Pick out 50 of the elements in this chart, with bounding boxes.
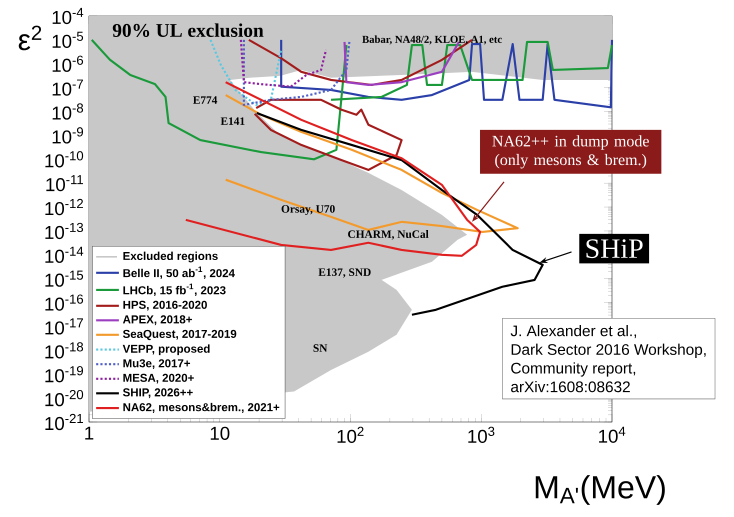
x-tick-label: 10$^{2}$	[338, 426, 364, 443]
annotation: arXiv:1608:08632	[511, 381, 630, 392]
annotation: Dark Sector 2016 Workshop,	[512, 344, 706, 358]
legend-label: NA62, mesons&brem., 2021+	[123, 402, 280, 413]
legend-label: MESA, 2020+	[123, 374, 194, 384]
y-tick-label: 10$^{-9}$	[52, 127, 84, 144]
y-tick-label: 10$^{-20}$	[45, 390, 84, 406]
x-tick-label: 10$^{3}$	[468, 426, 494, 443]
legend-label: SHIP, 2026++	[122, 388, 193, 398]
annotation: Orsay, U70	[282, 205, 335, 216]
legend-label: Belle II, 50 ab$^{-1}$, 2024	[123, 266, 235, 279]
y-tick-label: 10$^{-13}$	[45, 222, 84, 240]
legend-label: Excluded regions	[123, 252, 218, 262]
annotation: SN	[314, 344, 328, 352]
y-tick-label: 10$^{-6}$	[52, 56, 84, 72]
y-tick-label: 10$^{-7}$	[52, 80, 83, 96]
y-axis-title: ε$^{2}$	[18, 26, 42, 50]
y-tick-label: 10$^{-16}$	[45, 294, 84, 311]
y-tick-label: 10$^{-19}$	[45, 366, 84, 382]
legend-label: SeaQuest, 2017-2019	[122, 330, 236, 340]
annotation: Community report,	[511, 362, 636, 377]
annotation: Babar, NA48/2, KLOE, A1, etc	[362, 35, 502, 44]
y-tick-label: 10$^{-11}$	[46, 175, 83, 192]
y-tick-label: 10$^{-15}$	[45, 270, 84, 287]
annotation: E774	[193, 96, 218, 104]
annotation: NA62++ in dump mode (only mesons & brem.)	[492, 135, 649, 168]
annotation: E137, SND	[318, 268, 371, 278]
y-tick-label: 10$^{-17}$	[45, 318, 83, 335]
annotation: 90% UL exclusion	[112, 23, 264, 38]
legend-label: HPS, 2016-2020	[123, 300, 207, 311]
y-tick-label: 10$^{-10}$	[45, 151, 84, 168]
x-tick-label: 10	[210, 426, 230, 440]
annotation: CHARM, NuCal	[348, 230, 429, 240]
annotation: E141	[220, 117, 245, 125]
annotation: J. Alexander et al.,	[510, 325, 636, 338]
legend-label: VEPP, proposed	[122, 344, 210, 356]
y-tick-label: 10$^{-12}$	[45, 198, 83, 216]
x-tick-label: 10$^{4}$	[599, 426, 626, 443]
y-tick-label: 10$^{-4}$	[52, 8, 84, 24]
annotation: SHiP	[586, 239, 643, 258]
legend-label: Mu3e, 2017+	[123, 359, 190, 370]
y-tick-label: 10$^{-8}$	[52, 103, 84, 120]
y-tick-label: 10$^{-14}$	[45, 246, 84, 263]
legend-label: APEX, 2018+	[122, 315, 192, 326]
x-tick-label: 1	[85, 426, 94, 440]
y-tick-label: 10$^{-5}$	[52, 32, 84, 48]
y-tick-label: 10$^{-21}$	[45, 414, 83, 430]
y-tick-label: 10$^{-18}$	[45, 342, 84, 358]
legend-label: LHCb, 15 fb$^{-1}$, 2023	[123, 284, 226, 296]
x-axis-title: M$_{A'}$(MeV)	[536, 475, 665, 505]
